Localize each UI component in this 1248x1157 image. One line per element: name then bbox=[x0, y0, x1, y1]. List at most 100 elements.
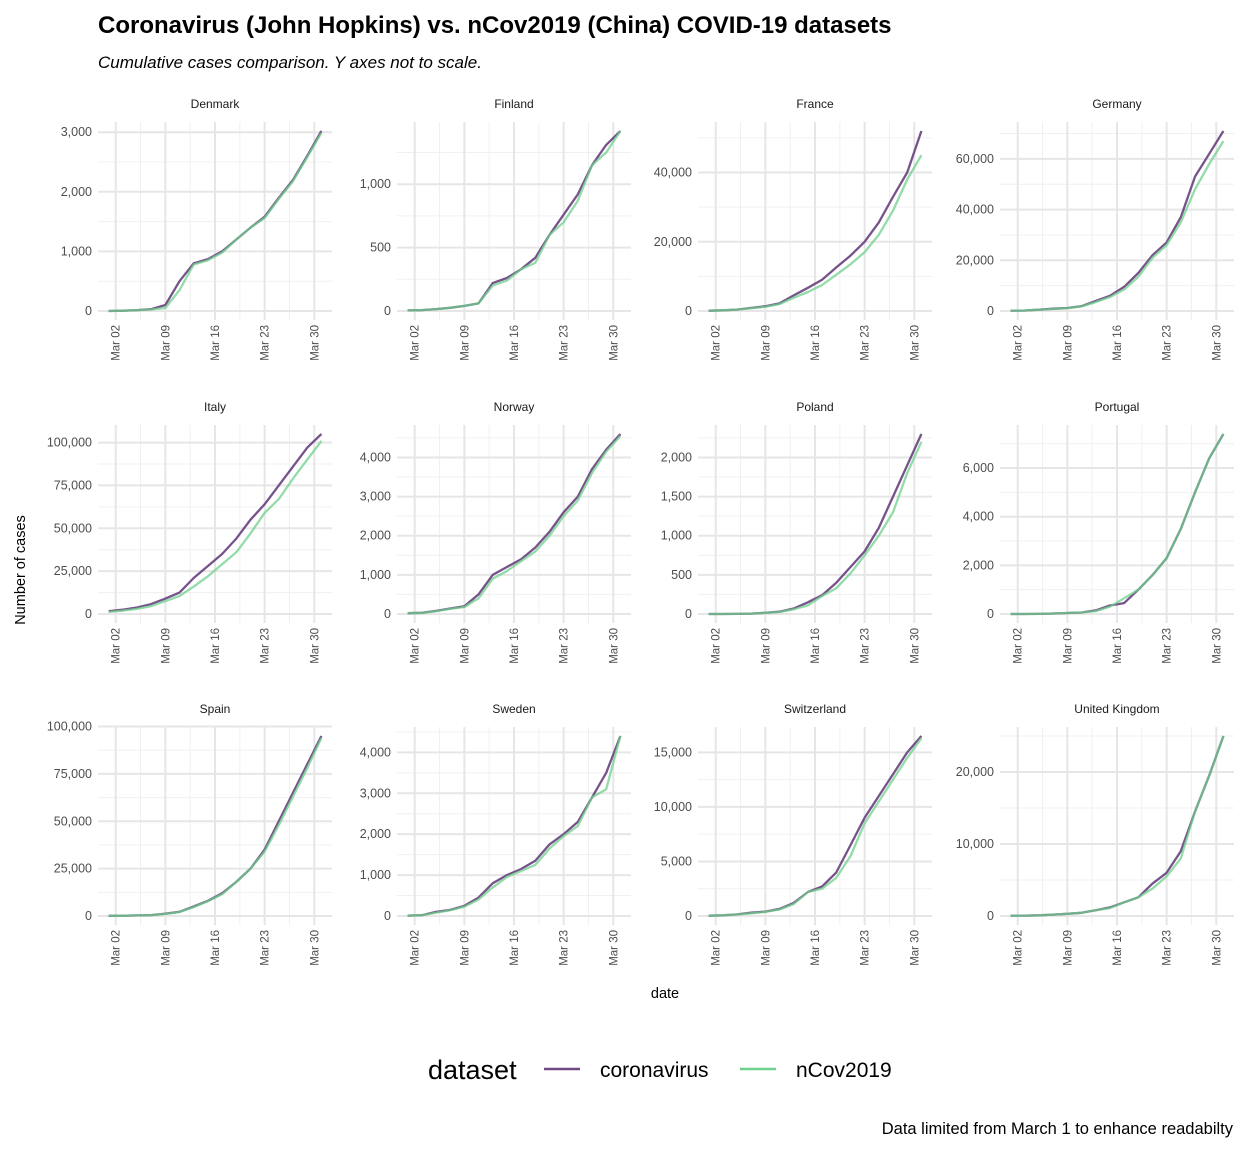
y-tick-label: 100,000 bbox=[47, 720, 92, 734]
panel-germany: 0 20,000 40,000 60,000 Mar 02 Mar 09 Mar 16 Mar… bbox=[956, 97, 1234, 361]
panel-title: Denmark bbox=[191, 97, 241, 111]
y-tick-label: 1,000 bbox=[360, 177, 391, 191]
panel-title: United Kingdom bbox=[1074, 702, 1159, 716]
y-tick-label: 0 bbox=[685, 909, 692, 923]
x-tick-label: Mar 23 bbox=[559, 930, 571, 966]
y-tick-label: 0 bbox=[384, 607, 391, 621]
legend-label-ncov2019: nCov2019 bbox=[796, 1059, 892, 1082]
series-line-ncov2019 bbox=[108, 132, 323, 313]
y-tick-label: 0 bbox=[987, 607, 994, 621]
x-tick-label: Mar 16 bbox=[810, 325, 822, 361]
x-tick-label: Mar 09 bbox=[760, 930, 772, 966]
series-line-ncov2019 bbox=[407, 435, 622, 615]
x-tick-label: Mar 09 bbox=[459, 930, 471, 966]
x-tick-label: Mar 09 bbox=[1062, 325, 1074, 361]
x-tick-label: Mar 16 bbox=[210, 930, 222, 966]
x-axis-title: date bbox=[651, 986, 679, 1002]
panel-norway: 0 1,000 2,000 3,000 4,000 Mar 02 Mar 09 Mar 16 M… bbox=[360, 400, 631, 664]
x-tick-label: Mar 23 bbox=[860, 930, 872, 966]
x-tick-label: Mar 02 bbox=[1013, 930, 1025, 966]
y-tick-label: 2,000 bbox=[963, 558, 994, 572]
x-tick-label: Mar 30 bbox=[309, 325, 321, 361]
y-tick-label: 1,500 bbox=[661, 490, 692, 504]
x-tick-label: Mar 16 bbox=[210, 325, 222, 361]
panel-title: Spain bbox=[200, 702, 231, 716]
y-tick-label: 0 bbox=[987, 909, 994, 923]
series-line-ncov2019 bbox=[108, 737, 323, 917]
x-tick-label: Mar 23 bbox=[559, 325, 571, 361]
panel-title: Switzerland bbox=[784, 702, 846, 716]
x-tick-label: Mar 16 bbox=[509, 628, 521, 664]
x-tick-label: Mar 23 bbox=[860, 628, 872, 664]
y-tick-label: 10,000 bbox=[956, 837, 994, 851]
x-tick-label: Mar 23 bbox=[260, 628, 272, 664]
x-tick-label: Mar 09 bbox=[160, 325, 172, 361]
y-tick-label: 0 bbox=[384, 909, 391, 923]
x-tick-label: Mar 02 bbox=[410, 325, 422, 361]
y-tick-label: 0 bbox=[85, 909, 92, 923]
series-line-ncov2019 bbox=[708, 737, 923, 917]
y-tick-label: 2,000 bbox=[360, 827, 391, 841]
x-tick-label: Mar 02 bbox=[711, 325, 723, 361]
x-tick-label: Mar 16 bbox=[810, 628, 822, 664]
y-tick-label: 1,000 bbox=[661, 529, 692, 543]
x-tick-label: Mar 02 bbox=[1013, 628, 1025, 664]
panel-spain: 0 25,000 50,000 75,000 100,000 Mar 02 Mar 09 Ma… bbox=[47, 702, 332, 966]
chart-caption: Data limited from March 1 to enhance rea… bbox=[882, 1120, 1234, 1138]
x-tick-label: Mar 16 bbox=[210, 628, 222, 664]
x-tick-label: Mar 09 bbox=[160, 628, 172, 664]
series-line-ncov2019 bbox=[1010, 140, 1225, 312]
x-tick-label: Mar 30 bbox=[309, 628, 321, 664]
y-tick-label: 4,000 bbox=[360, 745, 391, 759]
y-tick-label: 500 bbox=[671, 568, 692, 582]
x-tick-label: Mar 23 bbox=[559, 628, 571, 664]
x-tick-label: Mar 16 bbox=[509, 325, 521, 361]
x-tick-label: Mar 30 bbox=[608, 325, 620, 361]
x-tick-label: Mar 16 bbox=[1112, 628, 1124, 664]
y-tick-label: 3,000 bbox=[360, 490, 391, 504]
series-line-ncov2019 bbox=[407, 130, 622, 312]
y-axis-title: Number of cases bbox=[13, 515, 29, 625]
y-tick-label: 2,000 bbox=[661, 450, 692, 464]
panel-poland: 0 500 1,000 1,500 2,000 Mar 02 Mar 09 Mar 16 Mar… bbox=[661, 400, 932, 664]
series-line-coronavirus bbox=[108, 433, 323, 613]
panel-title: Finland bbox=[494, 97, 533, 111]
x-tick-label: Mar 16 bbox=[509, 930, 521, 966]
panel-title: Italy bbox=[204, 400, 226, 414]
y-tick-label: 500 bbox=[370, 241, 391, 255]
series-line-ncov2019 bbox=[407, 735, 622, 917]
y-tick-label: 4,000 bbox=[360, 450, 391, 464]
y-tick-label: 1,000 bbox=[360, 868, 391, 882]
x-tick-label: Mar 02 bbox=[111, 325, 123, 361]
panel-united-kingdom: 0 10,000 20,000 Mar 02 Mar 09 Mar 16 Mar 23 Mar… bbox=[956, 702, 1234, 966]
chart-subtitle: Cumulative cases comparison. Y axes not … bbox=[98, 53, 482, 72]
panel-portugal: 0 2,000 4,000 6,000 Mar 02 Mar 09 Mar 16 Mar 23… bbox=[963, 400, 1234, 664]
y-tick-label: 0 bbox=[685, 607, 692, 621]
panel-switzerland: 0 5,000 10,000 15,000 Mar 02 Mar 09 Mar 16 Mar … bbox=[654, 702, 932, 966]
x-tick-label: Mar 09 bbox=[459, 325, 471, 361]
y-tick-label: 3,000 bbox=[360, 786, 391, 800]
y-tick-label: 0 bbox=[685, 304, 692, 318]
panel-title: Norway bbox=[494, 400, 535, 414]
panel-finland: 0 500 1,000 Mar 02 Mar 09 Mar 16 Mar 23 Mar 30 F… bbox=[360, 97, 631, 361]
x-tick-label: Mar 09 bbox=[760, 628, 772, 664]
x-tick-label: Mar 02 bbox=[1013, 325, 1025, 361]
y-tick-label: 6,000 bbox=[963, 461, 994, 475]
panel-denmark: 0 1,000 2,000 3,000 Mar 02 Mar 09 Mar 16 Mar 23… bbox=[61, 97, 332, 361]
y-tick-label: 0 bbox=[987, 304, 994, 318]
panel-title: Germany bbox=[1092, 97, 1141, 111]
x-tick-label: Mar 30 bbox=[309, 930, 321, 966]
x-tick-label: Mar 09 bbox=[160, 930, 172, 966]
panel-title: Portugal bbox=[1095, 400, 1140, 414]
x-tick-label: Mar 30 bbox=[1211, 930, 1223, 966]
y-tick-label: 100,000 bbox=[47, 436, 92, 450]
x-tick-label: Mar 16 bbox=[810, 930, 822, 966]
y-tick-label: 1,000 bbox=[61, 244, 92, 258]
y-tick-label: 4,000 bbox=[963, 510, 994, 524]
series-line-ncov2019 bbox=[708, 441, 923, 616]
y-tick-label: 15,000 bbox=[654, 745, 692, 759]
y-tick-label: 0 bbox=[384, 304, 391, 318]
panel-title: France bbox=[796, 97, 834, 111]
x-tick-label: Mar 30 bbox=[909, 325, 921, 361]
